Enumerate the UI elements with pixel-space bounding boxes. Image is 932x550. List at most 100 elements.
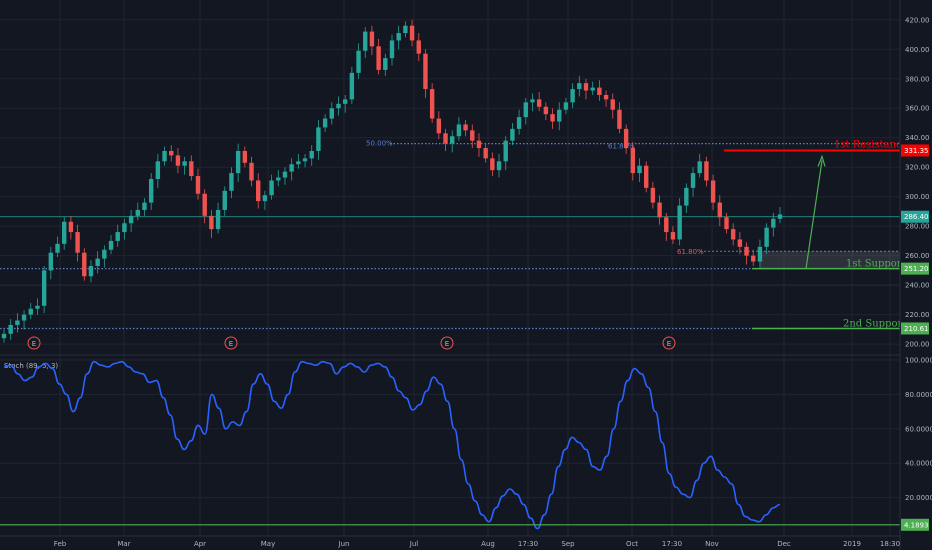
- candle-body: [135, 209, 140, 216]
- time-scale[interactable]: Feb Mar Apr May Jun Jul Aug 17:30 Sep Oct 17:30 Nov…: [0, 535, 900, 548]
- candle-body: [577, 83, 582, 90]
- candle-body: [369, 31, 375, 47]
- candle-body: [724, 217, 729, 230]
- candle-body: [623, 128, 629, 149]
- price-tick-label: 300.00: [905, 193, 930, 201]
- candle-body: [282, 171, 288, 178]
- candle-body: [650, 187, 656, 203]
- candle-body: [95, 258, 100, 266]
- support-2-price-tag: 210.61: [904, 325, 929, 333]
- candle-body: [309, 150, 314, 159]
- candle-body: [536, 99, 542, 107]
- candle-body: [456, 124, 462, 137]
- current-price-tag: 286.40: [904, 213, 929, 221]
- price-tick-label: 400.00: [905, 46, 930, 54]
- price-scale-background: [900, 0, 932, 550]
- target-arrow-head: [817, 154, 826, 167]
- candle-body: [383, 58, 388, 70]
- time-tick-label: Apr: [194, 540, 206, 548]
- candle-body: [296, 161, 301, 165]
- support-1-label: 1st Support: [846, 259, 906, 270]
- candle-body: [289, 164, 294, 172]
- candle-body: [523, 102, 528, 118]
- candle-body: [128, 215, 134, 224]
- stochastic-panel[interactable]: Stoch (89, 5, 3): [0, 360, 900, 530]
- time-tick-label: 17:30: [662, 540, 682, 548]
- candle-body: [249, 162, 254, 181]
- candle-body: [88, 265, 94, 277]
- time-tick-label: 2019: [843, 540, 861, 548]
- earnings-marker-icon: [27, 336, 41, 350]
- candle-body: [202, 193, 207, 216]
- candle-body: [155, 161, 161, 179]
- earnings-marker-label: E: [32, 340, 36, 348]
- fib-618-label: 61.80%: [608, 143, 635, 151]
- candle-body: [737, 239, 743, 247]
- candle-body: [543, 106, 549, 115]
- stoch-ticks: 20.0000 40.0000 60.0000 80.0000 100.0000: [905, 357, 932, 503]
- time-tick-label: 18:30: [880, 540, 900, 548]
- candle-body: [8, 324, 13, 334]
- candle-body: [416, 40, 421, 54]
- price-scale[interactable]: 200.00 220.00 240.00 260.00 280.00 300.00 320.…: [899, 0, 932, 550]
- price-panel[interactable]: 50.00% 61.80% 61.80% 1st Resistance 1st Sup…: [0, 19, 908, 350]
- fib-zone: [760, 251, 900, 269]
- target-arrow-shaft: [805, 160, 823, 269]
- time-tick-label: Dec: [777, 540, 791, 548]
- price-tick-label: 280.00: [905, 223, 930, 231]
- candle-body: [583, 83, 589, 91]
- stoch-title[interactable]: Stoch (89, 5, 3): [4, 362, 58, 370]
- candle-body: [670, 232, 676, 240]
- resistance-price-tag-bg: [901, 144, 929, 157]
- candle-body: [329, 108, 334, 119]
- candle-body: [195, 176, 201, 194]
- candle-body: [115, 232, 120, 241]
- candle-body: [463, 124, 468, 131]
- candle-body: [175, 155, 181, 166]
- candle-body: [603, 94, 609, 100]
- time-tick-label: Aug: [481, 540, 495, 548]
- candle-body: [55, 243, 60, 253]
- time-tick-label: Mar: [117, 540, 130, 548]
- candle-body: [684, 187, 689, 206]
- stochastic-line: [3, 360, 781, 530]
- time-tick-label: Jun: [338, 540, 350, 548]
- candle-body: [256, 180, 261, 202]
- candle-body: [510, 128, 515, 141]
- candle-body: [209, 215, 214, 230]
- candle-body: [436, 118, 442, 134]
- stoch-tick-label: 20.0000: [905, 494, 932, 502]
- candle-body: [75, 232, 80, 253]
- candle-body: [162, 150, 167, 162]
- candle-body: [316, 127, 321, 151]
- stoch-value-tag-bg: [901, 518, 929, 531]
- candle-body: [215, 209, 221, 230]
- candle-body: [122, 223, 127, 233]
- candle-body: [450, 136, 455, 144]
- candle-body: [403, 25, 408, 34]
- time-tick-label: Nov: [705, 540, 719, 548]
- support-1-price-tag-bg: [901, 262, 929, 275]
- candle-body: [496, 161, 502, 171]
- candle-body: [396, 33, 401, 41]
- candle-body: [15, 320, 20, 325]
- candle-body: [777, 214, 783, 219]
- candle-body: [142, 202, 147, 210]
- candle-body: [28, 308, 33, 315]
- earnings-marker-label: E: [229, 340, 233, 348]
- candle-body: [637, 165, 642, 174]
- candle-body: [235, 150, 241, 174]
- support-2-price-tag-bg: [901, 322, 929, 335]
- candle-body: [644, 165, 649, 188]
- candle-body: [730, 229, 736, 240]
- candle-body: [630, 148, 636, 174]
- candle-body: [597, 87, 602, 95]
- fib-6180-label: 61.80%: [677, 248, 704, 256]
- candle-body: [222, 190, 227, 210]
- candle-body: [443, 133, 448, 144]
- earnings-marker-icon: [224, 336, 238, 350]
- candle-body: [229, 173, 234, 191]
- candle-body: [269, 180, 274, 196]
